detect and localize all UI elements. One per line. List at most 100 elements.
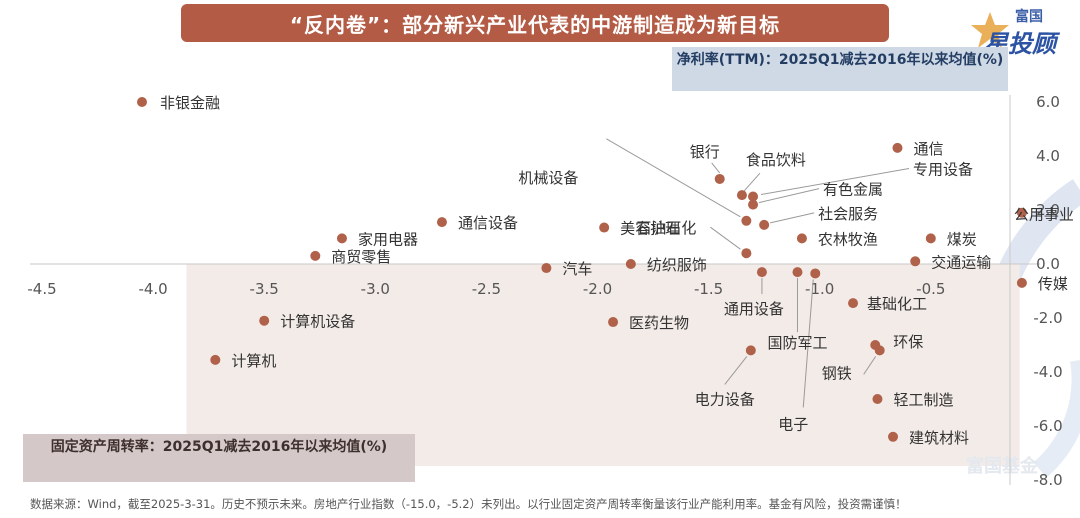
data-point <box>892 142 903 153</box>
data-point <box>872 394 883 404</box>
lower-quadrant-shade <box>186 264 1020 466</box>
point-label: 环保 <box>893 333 923 351</box>
x-tick-label: -2.0 <box>583 280 612 298</box>
point-label: 建筑材料 <box>909 429 969 447</box>
leader-lines <box>606 138 910 408</box>
point-label: 交通运输 <box>931 253 991 271</box>
data-point <box>745 345 756 356</box>
data-point <box>741 248 752 259</box>
leader-line <box>802 279 814 408</box>
chart-title: “反内卷”：部分新兴产业代表的中游制造成为新目标 <box>289 12 781 37</box>
point-label: 电子 <box>778 415 808 433</box>
point-label: 机械设备 <box>518 169 578 187</box>
data-point <box>259 315 270 326</box>
point-label: 医药生物 <box>629 314 689 332</box>
star-logo-icon <box>971 12 1009 48</box>
data-point <box>796 233 807 244</box>
data-point <box>1016 207 1027 218</box>
data-point <box>848 298 859 309</box>
x-tick-label: -4.5 <box>27 280 56 298</box>
y-tick-label: 4.0 <box>1036 147 1060 165</box>
brand-top-text: 富国 <box>1015 9 1043 25</box>
data-point <box>748 191 759 202</box>
data-point <box>599 222 610 233</box>
scatter-chart: 富国基金 -4.5 -4.0 -3.5 -3.0 -2.5 -2.0 -1.5 -1.0 -0.… <box>27 93 1080 489</box>
x-tick-label: -0.5 <box>916 280 945 298</box>
data-point <box>741 215 752 226</box>
y-axis-title-box: 净利率(TTM)：2025Q1减去2016年以来均值(%) <box>672 47 1008 91</box>
point-label: 计算机 <box>231 352 276 370</box>
x-tick-label: -4.0 <box>138 280 167 298</box>
data-point <box>756 267 767 278</box>
data-point <box>874 345 885 356</box>
leader-line <box>770 212 815 224</box>
point-label: 有色金属 <box>823 181 883 199</box>
y-tick-label: -4.0 <box>1033 363 1062 381</box>
point-label: 美容护理 <box>620 220 680 238</box>
data-point <box>608 317 619 328</box>
point-label: 纺织服饰 <box>647 256 707 274</box>
data-point <box>888 431 899 442</box>
x-axis-title-box: 固定资产周转率：2025Q1减去2016年以来均值(%) <box>23 434 415 482</box>
y-tick-label: -8.0 <box>1033 471 1062 489</box>
point-label: 家用电器 <box>358 230 418 248</box>
point-label: 非银金融 <box>160 94 220 112</box>
leader-line <box>863 356 877 375</box>
point-label: 计算机设备 <box>280 313 355 331</box>
data-point <box>810 268 821 279</box>
point-label: 专用设备 <box>913 161 973 179</box>
watermark-text: 富国基金 <box>966 455 1039 477</box>
data-point <box>748 199 759 210</box>
point-label: 通信设备 <box>458 214 518 232</box>
y-tick-label: 2.0 <box>1036 201 1060 219</box>
y-tick-label: 6.0 <box>1036 93 1060 111</box>
leader-line <box>760 168 910 195</box>
point-label: 通信 <box>913 140 943 158</box>
x-tick-label: -3.0 <box>361 280 390 298</box>
x-axis-title: 固定资产周转率：2025Q1减去2016年以来均值(%) <box>50 439 388 455</box>
point-label: 公用事业 <box>1014 206 1074 224</box>
source-footnote: 数据来源：Wind，截至2025-3-31。历史不预示未来。房地产行业指数（-1… <box>30 497 907 511</box>
leader-line <box>743 172 761 192</box>
y-tick-labels: 6.0 4.0 2.0 0.0 -2.0 -4.0 -6.0 -8.0 <box>1033 93 1062 489</box>
x-tick-label: -1.0 <box>805 280 834 298</box>
point-label: 电力设备 <box>695 390 755 408</box>
point-label: 通用设备 <box>724 300 784 318</box>
y-axis-title: 净利率(TTM)：2025Q1减去2016年以来均值(%) <box>676 52 1004 68</box>
leader-line <box>606 138 741 218</box>
point-label: 食品饮料 <box>746 151 806 169</box>
data-point <box>736 190 747 201</box>
data-point <box>136 97 147 107</box>
point-label: 轻工制造 <box>893 391 953 409</box>
point-label: 社会服务 <box>818 205 878 223</box>
point-label: 国防军工 <box>767 334 827 352</box>
y-tick-label: 0.0 <box>1036 255 1060 273</box>
leader-line <box>724 356 748 385</box>
y-tick-label: -6.0 <box>1033 417 1062 435</box>
data-point <box>436 217 447 228</box>
data-point <box>759 219 770 230</box>
data-point <box>541 263 552 274</box>
data-point <box>625 259 636 269</box>
data-point <box>714 173 725 184</box>
data-point <box>310 250 321 261</box>
data-point <box>1016 277 1027 288</box>
point-label: 汽车 <box>562 260 592 278</box>
leader-line <box>711 162 721 174</box>
watermark-arc-lower <box>1033 360 1080 478</box>
data-point <box>792 267 803 278</box>
data-point <box>336 233 347 244</box>
x-tick-label: -3.5 <box>250 280 279 298</box>
data-points <box>136 97 1027 442</box>
x-tick-labels: -4.5 -4.0 -3.5 -3.0 -2.5 -2.0 -1.5 -1.0 -0.5 <box>27 280 945 298</box>
point-label: 钢铁 <box>822 364 852 382</box>
x-tick-label: -2.5 <box>472 280 501 298</box>
x-tick-label: -1.5 <box>694 280 723 298</box>
data-point <box>925 233 936 244</box>
point-label: 传媒 <box>1038 275 1068 293</box>
leader-line <box>758 188 820 204</box>
leader-line <box>710 226 741 250</box>
point-label: 银行 <box>690 143 720 161</box>
point-label: 石油石化 <box>636 219 696 237</box>
